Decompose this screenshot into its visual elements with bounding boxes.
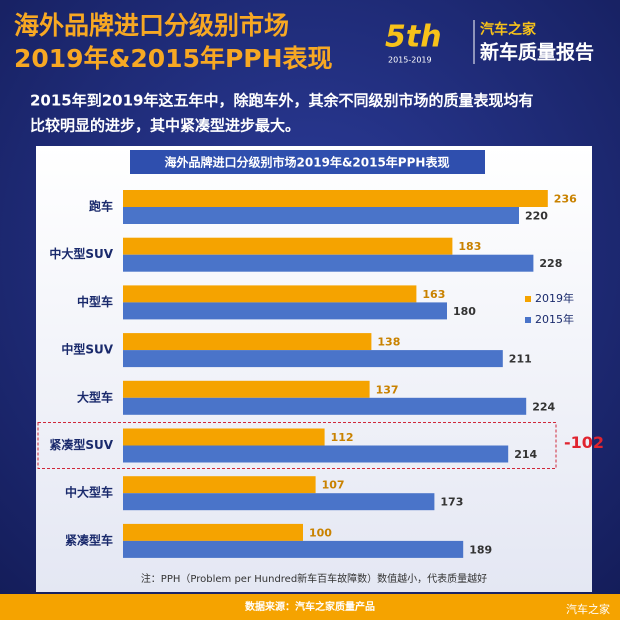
bar <box>123 476 316 494</box>
value-label: 224 <box>532 400 555 413</box>
value-label: 189 <box>469 543 492 556</box>
bar <box>123 285 417 303</box>
value-label: 163 <box>422 288 445 301</box>
chart-title-banner <box>130 150 485 174</box>
value-label: 137 <box>376 383 399 396</box>
value-label: 220 <box>525 210 548 223</box>
category-label: 紧凑型SUV <box>49 437 113 452</box>
description-line: 2015年到2019年这五年中，除跑车外，其余不同级别市场的质量表现均有 <box>30 92 534 110</box>
watermark: 汽车之家 <box>566 602 610 616</box>
legend-label: 2019年 <box>535 291 574 305</box>
title-line: 海外品牌进口分级别市场 <box>14 11 289 40</box>
value-label: 214 <box>514 448 537 461</box>
bar <box>123 207 519 224</box>
bar <box>123 523 303 541</box>
bar <box>123 333 372 351</box>
logo-report: 新车质量报告 <box>480 41 594 64</box>
bar <box>123 237 453 255</box>
logo-edition: 5th <box>385 20 442 55</box>
bar <box>123 254 534 272</box>
value-label: 138 <box>377 336 400 349</box>
category-label: 大型车 <box>77 389 113 404</box>
value-label: 183 <box>458 240 481 253</box>
legend-label: 2015年 <box>535 312 574 326</box>
bar <box>123 397 527 415</box>
bar <box>123 350 503 368</box>
footer-bar <box>0 594 620 620</box>
bar <box>123 380 370 398</box>
logo-brand: 汽车之家 <box>480 21 537 38</box>
chart-title: 海外品牌进口分级别市场2019年&2015年PPH表现 <box>165 155 450 170</box>
annotation: -102 <box>564 433 604 452</box>
value-label: 236 <box>554 193 577 206</box>
bar <box>123 190 548 207</box>
value-label: 112 <box>331 431 354 444</box>
note: 注：PPH（Problem per Hundred新车百车故障数）数值越小，代表… <box>141 572 487 585</box>
source: 数据来源：汽车之家质量产品 <box>245 600 375 613</box>
value-label: 100 <box>309 526 332 539</box>
value-label: 107 <box>322 479 345 492</box>
logo-years: 2015-2019 <box>388 56 432 65</box>
bar <box>123 428 325 446</box>
value-label: 180 <box>453 305 476 318</box>
bar <box>123 445 509 463</box>
category-label: 中型车 <box>77 294 113 309</box>
category-label: 中型SUV <box>61 342 113 357</box>
category-label: 中大型SUV <box>49 246 113 261</box>
value-label: 173 <box>440 496 463 509</box>
bar <box>123 493 435 511</box>
bar <box>123 302 447 320</box>
highlight-box <box>37 422 557 469</box>
legend-swatch <box>525 317 531 323</box>
description-line: 比较明显的进步，其中紧凑型进步最大。 <box>30 117 300 135</box>
title-line: 2019年&2015年PPH表现 <box>14 44 333 73</box>
category-label: 紧凑型车 <box>65 532 113 547</box>
bar <box>123 540 464 558</box>
value-label: 228 <box>539 257 562 270</box>
category-label: 跑车 <box>89 199 113 214</box>
category-label: 中大型车 <box>65 485 113 500</box>
legend-swatch <box>525 296 531 302</box>
value-label: 211 <box>509 353 532 366</box>
